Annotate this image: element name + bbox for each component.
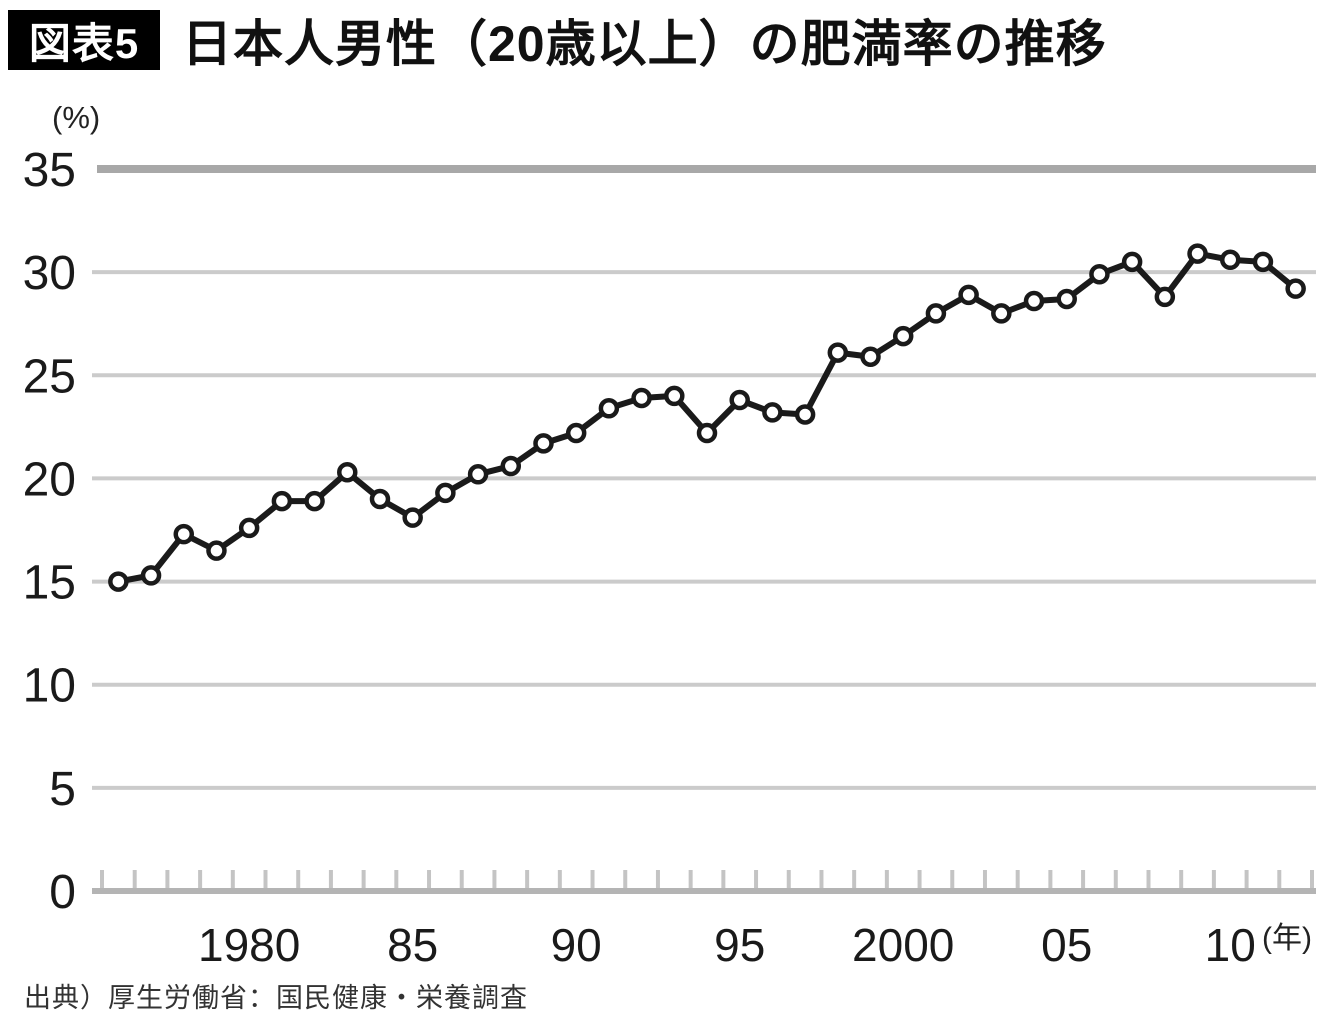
- data-point-marker: [631, 387, 652, 409]
- data-point-marker: [565, 422, 587, 444]
- x-tick-label: 1980: [198, 919, 300, 971]
- x-tick-label: 85: [387, 919, 438, 971]
- x-tick-label: 90: [551, 919, 602, 971]
- y-tick-label: 15: [23, 557, 76, 610]
- data-point-marker: [271, 490, 293, 512]
- data-point-marker: [1089, 263, 1110, 285]
- data-point-marker: [827, 342, 849, 363]
- y-tick-label: 10: [23, 660, 76, 713]
- x-tick-label: 95: [714, 919, 765, 971]
- data-point-marker: [958, 284, 979, 306]
- data-point-marker: [729, 389, 750, 411]
- data-point-marker: [1187, 243, 1208, 264]
- y-tick-label: 20: [23, 453, 76, 506]
- x-tick-label: 2000: [852, 919, 954, 971]
- data-point-marker: [860, 346, 881, 367]
- data-point-marker: [762, 402, 783, 423]
- y-tick-label: 30: [23, 247, 76, 300]
- data-point-marker: [1056, 288, 1077, 310]
- data-point-marker: [1219, 249, 1241, 271]
- data-point-marker: [696, 422, 718, 444]
- figure-number-badge: 図表5: [8, 10, 160, 70]
- data-point-marker: [108, 571, 129, 592]
- data-point-marker: [664, 385, 685, 407]
- data-point-marker: [1154, 286, 1176, 308]
- data-point-marker: [238, 517, 260, 539]
- x-tick-label: 10: [1205, 919, 1256, 971]
- data-point-marker: [925, 303, 947, 324]
- data-point-marker: [598, 398, 620, 419]
- data-point-marker: [1252, 251, 1274, 273]
- data-point-marker: [533, 433, 554, 454]
- data-point-marker: [435, 482, 456, 504]
- data-point-marker: [892, 325, 914, 347]
- data-point-marker: [369, 488, 391, 510]
- data-point-marker: [500, 455, 522, 477]
- data-point-marker: [173, 523, 195, 545]
- data-point-marker: [1023, 290, 1045, 312]
- chart-title: 日本人男性（20歳以上）の肥満率の推移: [182, 16, 1107, 72]
- data-point-marker: [402, 507, 423, 528]
- data-point-marker: [991, 303, 1012, 324]
- data-point-marker: [304, 490, 325, 512]
- data-point-marker: [206, 540, 227, 561]
- y-tick-label: 25: [23, 350, 76, 403]
- chart-header: 図表5 日本人男性（20歳以上）の肥満率の推移: [8, 8, 1107, 72]
- data-point-marker: [1121, 251, 1143, 273]
- x-tick-label: 05: [1041, 919, 1092, 971]
- y-axis-unit-label: (%): [52, 100, 101, 135]
- data-point-marker: [337, 461, 358, 483]
- data-point-marker: [140, 565, 162, 586]
- y-tick-label: 0: [49, 866, 76, 919]
- x-axis-unit-label: (年): [1262, 922, 1312, 955]
- data-point-marker: [467, 464, 489, 485]
- trend-line: [115, 250, 1299, 585]
- y-tick-label: 35: [23, 144, 76, 197]
- data-point-marker: [794, 404, 816, 425]
- data-point-marker: [1285, 278, 1306, 299]
- source-note: 出典）厚生労働省：国民健康・栄養調査: [24, 983, 528, 1013]
- y-tick-label: 5: [49, 763, 76, 816]
